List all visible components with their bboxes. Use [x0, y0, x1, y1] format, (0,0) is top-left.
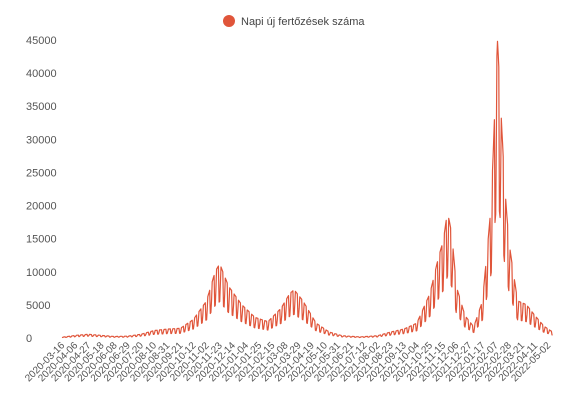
y-tick-label: 5000	[26, 300, 50, 312]
y-tick-label: 45000	[26, 35, 57, 47]
y-tick-label: 20000	[26, 201, 57, 213]
y-tick-label: 0	[26, 333, 32, 345]
y-tick-label: 35000	[26, 101, 57, 113]
legend-marker	[223, 15, 235, 27]
y-tick-label: 25000	[26, 167, 57, 179]
series-line-daily-new-infections	[61, 40, 553, 339]
legend-label: Napi új fertőzések száma	[241, 16, 365, 28]
x-axis: 2020-03-162020-04-062020-04-272020-05-18…	[23, 340, 553, 384]
y-tick-label: 10000	[26, 267, 57, 279]
y-tick-label: 40000	[26, 68, 57, 80]
y-tick-label: 15000	[26, 234, 57, 246]
y-tick-label: 30000	[26, 134, 57, 146]
legend: Napi új fertőzések száma	[223, 15, 365, 28]
y-axis: 0 5000 10000 15000 20000 25000 30000 35000 40000…	[26, 35, 57, 345]
